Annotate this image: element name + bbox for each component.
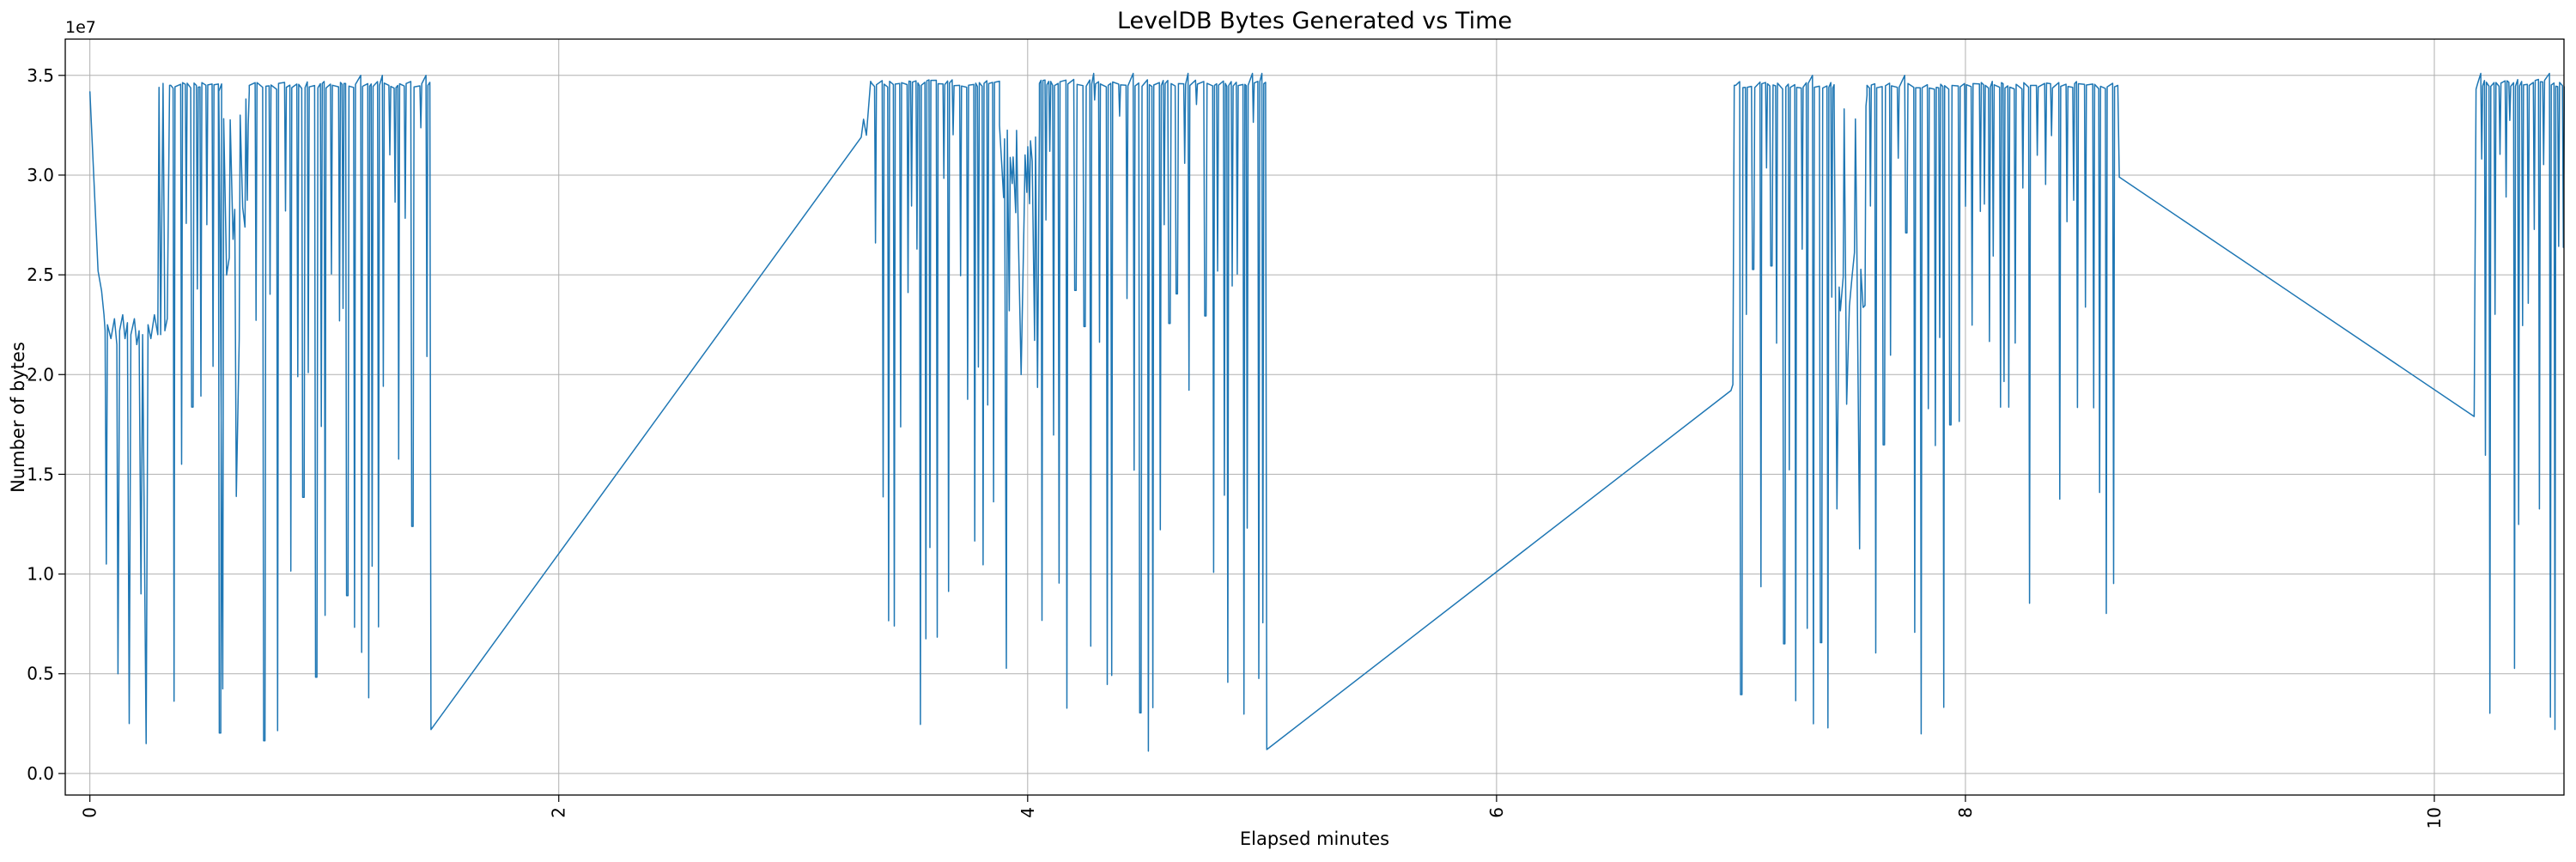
x-tick-label: 2	[549, 807, 569, 818]
x-tick-label: 8	[1955, 807, 1976, 818]
y-offset-label: 1e7	[65, 18, 96, 37]
y-tick-label: 3.5	[27, 65, 54, 86]
y-tick-label: 2.0	[27, 364, 54, 385]
y-tick-label: 0.0	[27, 763, 54, 784]
y-tick-label: 0.5	[27, 664, 54, 684]
plot-area	[65, 39, 2564, 795]
x-tick-label: 6	[1486, 807, 1507, 818]
x-tick-label: 10	[2424, 807, 2445, 829]
y-tick-label: 3.0	[27, 165, 54, 185]
x-axis-label: Elapsed minutes	[1240, 829, 1389, 849]
y-tick-label: 1.0	[27, 564, 54, 585]
axes-border	[64, 38, 2565, 796]
y-axis-ticks: 0.0 0.5 1.0 1.5 2.0 2.5 3.0 3.5	[27, 65, 65, 784]
y-axis-label: Number of bytes	[8, 342, 28, 493]
x-tick-label: 0	[80, 807, 100, 818]
y-tick-label: 2.5	[27, 264, 54, 285]
y-tick-label: 1.5	[27, 464, 54, 484]
x-axis-ticks: 0 2 4 6 8 10	[80, 795, 2445, 829]
chart-title: LevelDB Bytes Generated vs Time	[1117, 8, 1512, 34]
series-line	[88, 72, 2565, 752]
x-tick-label: 4	[1018, 807, 1038, 818]
gridlines	[65, 39, 2564, 795]
